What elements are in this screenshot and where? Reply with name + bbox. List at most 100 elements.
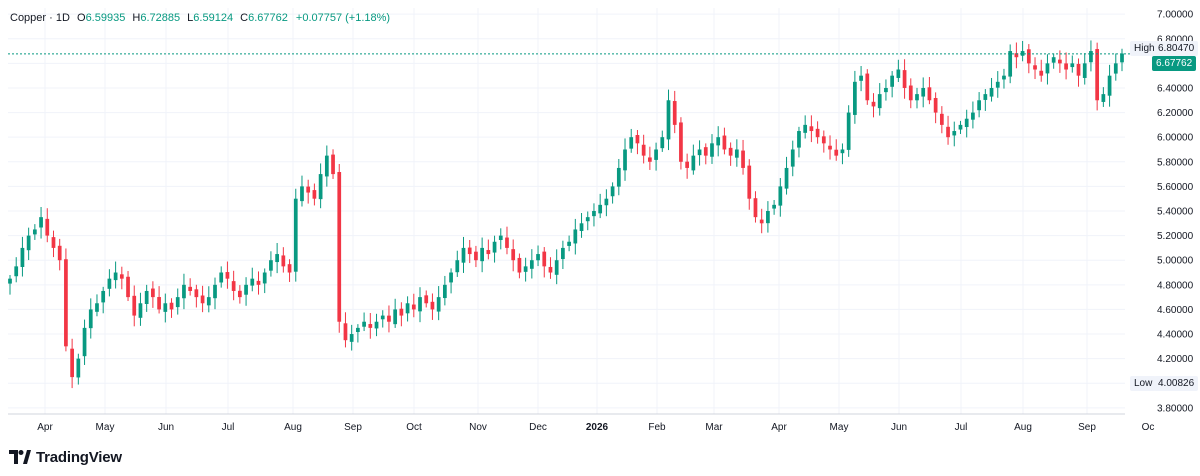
candle[interactable]	[318, 163, 323, 209]
candle[interactable]	[1113, 53, 1118, 81]
candle[interactable]	[958, 120, 963, 134]
candle[interactable]	[821, 130, 826, 153]
candle[interactable]	[672, 90, 677, 134]
candle[interactable]	[710, 134, 714, 164]
candle[interactable]	[1051, 53, 1056, 69]
candle[interactable]	[14, 257, 19, 283]
candle[interactable]	[734, 139, 739, 167]
candle[interactable]	[411, 293, 416, 318]
candle[interactable]	[188, 278, 193, 296]
candle[interactable]	[368, 313, 373, 339]
candle[interactable]	[766, 201, 770, 233]
candle[interactable]	[853, 70, 857, 124]
candle[interactable]	[1058, 50, 1062, 73]
candle[interactable]	[548, 257, 553, 279]
candle[interactable]	[306, 179, 311, 204]
candle[interactable]	[896, 59, 901, 83]
candle[interactable]	[157, 286, 161, 314]
candle[interactable]	[505, 226, 509, 255]
candle[interactable]	[82, 319, 87, 365]
candle[interactable]	[679, 117, 683, 170]
candle[interactable]	[1101, 87, 1106, 107]
candle[interactable]	[1070, 55, 1075, 73]
candle[interactable]	[989, 77, 994, 102]
candle[interactable]	[324, 145, 329, 187]
candle[interactable]	[486, 239, 491, 260]
candle[interactable]	[573, 218, 578, 255]
candle[interactable]	[722, 127, 727, 155]
candle[interactable]	[1033, 57, 1037, 80]
candle[interactable]	[64, 248, 68, 352]
candle[interactable]	[784, 156, 789, 195]
candle[interactable]	[654, 142, 658, 171]
last-price-badge[interactable]: 6.67762	[1152, 56, 1197, 71]
candle[interactable]	[194, 284, 199, 308]
candle[interactable]	[592, 203, 596, 227]
candle[interactable]	[1008, 44, 1013, 84]
candle[interactable]	[163, 293, 168, 323]
candle[interactable]	[567, 235, 571, 252]
candle[interactable]	[70, 338, 74, 389]
candle[interactable]	[138, 292, 143, 326]
candle[interactable]	[635, 130, 640, 155]
candle[interactable]	[455, 250, 460, 277]
candle[interactable]	[877, 83, 882, 116]
time-axis[interactable]: Apr May Jun Jul Aug Sep Oct Nov Dec 2026 Feb Mar Apr…	[37, 422, 1154, 433]
candle[interactable]	[32, 224, 37, 240]
candle[interactable]	[815, 121, 820, 144]
candle[interactable]	[442, 275, 447, 306]
candle[interactable]	[1082, 53, 1087, 85]
candle[interactable]	[685, 153, 690, 179]
candle[interactable]	[418, 287, 422, 323]
candle[interactable]	[312, 183, 317, 206]
candle[interactable]	[405, 296, 410, 322]
candle[interactable]	[790, 140, 795, 177]
candle[interactable]	[256, 271, 261, 295]
candle[interactable]	[1107, 64, 1112, 107]
candle[interactable]	[343, 312, 348, 348]
candle[interactable]	[666, 89, 671, 151]
candle[interactable]	[915, 87, 919, 109]
candle[interactable]	[1045, 54, 1050, 85]
candle[interactable]	[200, 285, 205, 313]
candle[interactable]	[449, 268, 453, 294]
candle[interactable]	[262, 268, 267, 294]
candle[interactable]	[151, 281, 155, 308]
candle[interactable]	[287, 259, 292, 282]
candle[interactable]	[95, 294, 99, 317]
candle[interactable]	[859, 66, 863, 92]
candle[interactable]	[213, 277, 217, 310]
candle[interactable]	[474, 245, 478, 268]
candle[interactable]	[26, 227, 31, 261]
candle[interactable]	[498, 228, 503, 250]
candle[interactable]	[890, 71, 895, 98]
candle[interactable]	[803, 115, 808, 139]
candle[interactable]	[1020, 40, 1025, 62]
candle[interactable]	[809, 115, 814, 143]
candle[interactable]	[579, 212, 584, 238]
candle[interactable]	[797, 126, 801, 158]
candle[interactable]	[616, 158, 621, 196]
candle[interactable]	[219, 266, 224, 288]
candle[interactable]	[697, 140, 702, 166]
candle[interactable]	[293, 188, 298, 282]
candle[interactable]	[107, 269, 112, 297]
price-candles[interactable]	[8, 40, 1124, 389]
candle[interactable]	[728, 142, 733, 166]
candle[interactable]	[275, 243, 279, 274]
candle[interactable]	[20, 236, 25, 277]
candle[interactable]	[703, 143, 708, 165]
candle[interactable]	[1095, 42, 1100, 111]
candle[interactable]	[430, 293, 435, 320]
candle[interactable]	[536, 245, 540, 267]
candle[interactable]	[585, 211, 590, 231]
candle[interactable]	[834, 139, 839, 161]
candle[interactable]	[977, 92, 981, 118]
candle[interactable]	[1002, 68, 1006, 89]
candle[interactable]	[113, 261, 118, 289]
candle[interactable]	[927, 77, 932, 105]
candle[interactable]	[393, 298, 398, 328]
candle[interactable]	[39, 206, 43, 239]
candle[interactable]	[995, 71, 1000, 98]
candle[interactable]	[716, 126, 721, 157]
